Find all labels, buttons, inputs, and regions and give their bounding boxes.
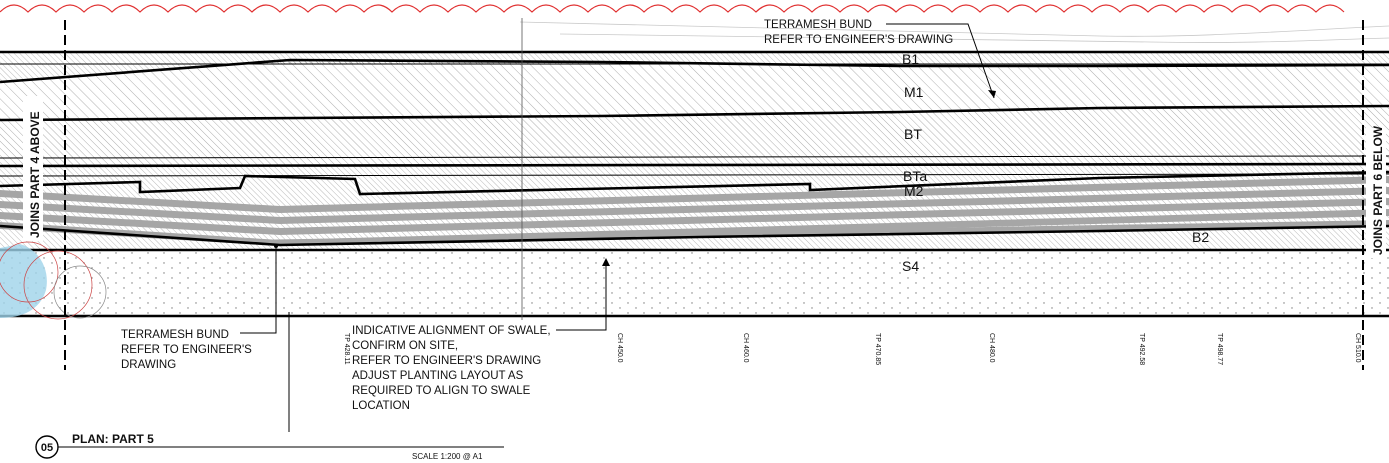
- zone-m1-area: [0, 60, 1389, 120]
- join-label-right: JOINS PART 6 BELOW: [1371, 125, 1385, 255]
- svg-text:ADJUST PLANTING LAYOUT AS: ADJUST PLANTING LAYOUT AS: [352, 370, 524, 382]
- svg-text:REFER TO ENGINEER'S: REFER TO ENGINEER'S: [121, 344, 252, 356]
- chainage-label: TP 492.58: [1138, 333, 1145, 365]
- chainage-label: TP 470.85: [874, 333, 881, 365]
- zone-label-bt: BT: [904, 126, 922, 142]
- drawing-scale: SCALE 1:200 @ A1: [412, 452, 483, 461]
- drawing-number: 05: [41, 442, 53, 454]
- note-swale: INDICATIVE ALIGNMENT OF SWALE, CONFIRM O…: [352, 258, 610, 412]
- chainage-label: TP 428.11: [343, 333, 350, 365]
- chainage-label: CH 480.0: [988, 333, 995, 363]
- title-block: 05 PLAN: PART 5 SCALE 1:200 @ A1: [35, 432, 504, 461]
- water-feature: [0, 241, 107, 320]
- chainage-label: CH 460.0: [742, 333, 749, 363]
- chainage-label: TP 498.77: [1216, 333, 1223, 365]
- note-terramesh-bottom: TERRAMESH BUND REFER TO ENGINEER'S DRAWI…: [121, 244, 278, 371]
- boundary-lines: [0, 50, 1389, 318]
- zone-bt-area: [0, 106, 1389, 166]
- zone-label-b2: B2: [1192, 229, 1209, 245]
- svg-text:REFER TO ENGINEER'S DRAWING: REFER TO ENGINEER'S DRAWING: [764, 34, 953, 46]
- zone-label-m1: M1: [904, 84, 924, 100]
- contour-lines: [519, 21, 1389, 43]
- chainage-markers: TP 428.11 CH 450.0 CH 460.0 TP 470.85 CH 480…: [343, 333, 1361, 365]
- svg-text:REFER TO ENGINEER'S DRAWING: REFER TO ENGINEER'S DRAWING: [352, 355, 541, 367]
- svg-text:DRAWING: DRAWING: [121, 359, 176, 371]
- svg-text:TERRAMESH BUND: TERRAMESH BUND: [121, 329, 229, 341]
- zone-label-s4: S4: [902, 258, 919, 274]
- zone-label-bta: BTa: [903, 168, 927, 184]
- zone-label-b1: B1: [902, 51, 919, 67]
- join-label-left: JOINS PART 4 ABOVE: [28, 111, 42, 238]
- svg-text:TERRAMESH BUND: TERRAMESH BUND: [764, 19, 872, 31]
- svg-text:REQUIRED TO ALIGN TO SWALE: REQUIRED TO ALIGN TO SWALE: [352, 385, 531, 397]
- zone-s4-area: [0, 251, 1389, 316]
- drawing-title: PLAN: PART 5: [72, 432, 154, 446]
- revision-cloud: [0, 4, 1345, 13]
- zone-bta-area: [0, 164, 1389, 194]
- svg-text:LOCATION: LOCATION: [352, 400, 410, 412]
- zone-m2-area: [0, 172, 1389, 246]
- svg-text:INDICATIVE ALIGNMENT OF SWALE,: INDICATIVE ALIGNMENT OF SWALE,: [352, 325, 551, 337]
- svg-text:CONFIRM ON SITE,: CONFIRM ON SITE,: [352, 340, 458, 352]
- note-terramesh-top: TERRAMESH BUND REFER TO ENGINEER'S DRAWI…: [764, 19, 996, 99]
- chainage-label: CH 510.0: [1354, 333, 1361, 363]
- zone-label-m2: M2: [904, 183, 924, 199]
- chainage-label: CH 450.0: [616, 333, 623, 363]
